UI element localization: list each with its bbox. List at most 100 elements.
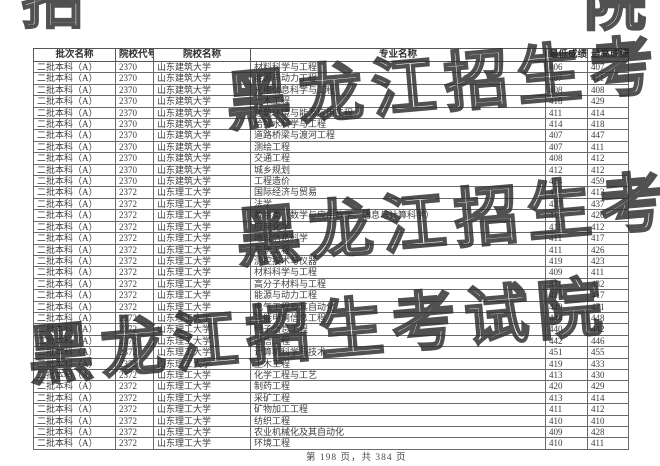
major-name-cell: 应用化学 [250, 220, 546, 234]
max-score-cell: 412 [587, 152, 629, 165]
school-name-cell: 山东理工大学 [153, 289, 251, 302]
max-score-cell: 459 [587, 175, 629, 188]
batch-name-cell: 二批本科（A） [33, 414, 116, 428]
max-score-cell: 428 [587, 425, 629, 439]
school-name-cell: 山东理工大学 [153, 346, 251, 359]
max-score-cell: 448 [587, 311, 629, 325]
school-code-cell: 2372 [115, 197, 154, 211]
max-score-cell: 417 [587, 232, 629, 245]
major-name-cell: 材料科学与工程 [250, 60, 546, 74]
batch-name-cell: 二批本科（A） [33, 243, 116, 256]
school-code-cell: 2372 [115, 323, 154, 336]
table-row: 二批本科（A） 2372 山东理工大学 测控技术与仪器 419 423 [33, 254, 629, 268]
batch-name-cell: 二批本科（A） [33, 72, 116, 85]
min-score-cell: 420 [545, 380, 588, 393]
max-score-cell: 413 [587, 186, 629, 199]
major-name-cell: 法学 [250, 197, 546, 211]
major-name-cell: 智能电网信息工程 [250, 311, 546, 325]
table-row: 二批本科（A） 2372 山东理工大学 通信工程 442 446 [33, 334, 629, 348]
min-score-cell: 408 [545, 152, 588, 165]
min-score-cell: 408 [545, 83, 588, 97]
major-name-cell: 制药工程 [250, 380, 546, 393]
batch-name-cell: 二批本科（A） [33, 346, 116, 359]
batch-name-cell: 二批本科（A） [33, 391, 116, 405]
school-name-cell: 山东建筑大学 [153, 83, 251, 97]
school-name-cell: 山东理工大学 [153, 277, 251, 291]
max-score-cell: 408 [587, 83, 629, 97]
school-code-cell: 2370 [115, 60, 154, 74]
table-row: 二批本科（A） 2372 山东理工大学 矿物加工工程 411 412 [33, 403, 629, 416]
min-score-cell: 410 [545, 437, 588, 450]
batch-name-cell: 二批本科（A） [33, 209, 116, 222]
max-score-cell: 471 [587, 300, 629, 313]
max-score-cell: 429 [587, 380, 629, 393]
batch-name-cell: 二批本科（A） [33, 357, 116, 370]
table-row: 二批本科（A） 2372 山东理工大学 化学工程与工艺 413 430 [33, 368, 629, 382]
school-code-cell: 2372 [115, 232, 154, 245]
page-number-indicator: 第 198 页，共 384 页 [306, 453, 407, 463]
max-score-cell: 446 [587, 334, 629, 348]
max-score-cell: 442 [587, 323, 629, 336]
table-row: 二批本科（A） 2372 山东理工大学 能源与动力工程 415 417 [33, 289, 629, 302]
watermark-partial-right: 院 [583, 0, 656, 40]
major-name-cell: 化学工程与工艺 [250, 368, 546, 382]
school-name-cell: 山东理工大学 [153, 311, 251, 325]
batch-name-cell: 二批本科（A） [33, 163, 116, 177]
school-code-cell: 2370 [115, 72, 154, 85]
batch-name-cell: 二批本科（A） [33, 152, 116, 165]
table-row: 二批本科（A） 2372 山东理工大学 车辆工程 411 426 [33, 243, 629, 256]
min-score-cell: 411 [545, 277, 588, 291]
school-name-cell: 山东理工大学 [153, 437, 251, 450]
school-code-cell: 2372 [115, 403, 154, 416]
table-row: 二批本科（A） 2370 山东建筑大学 交通工程 408 412 [33, 152, 629, 165]
school-code-cell: 2372 [115, 300, 154, 313]
school-name-cell: 山东理工大学 [153, 220, 251, 234]
min-score-cell: 412 [545, 163, 588, 177]
batch-name-cell: 二批本科（A） [33, 106, 116, 120]
table-row: 二批本科（A） 2372 山东理工大学 纺织工程 410 410 [33, 414, 629, 428]
school-code-cell: 2370 [115, 118, 154, 131]
max-score-cell: 411 [587, 72, 629, 85]
min-score-cell: 449 [545, 300, 588, 313]
school-name-cell: 山东理工大学 [153, 380, 251, 393]
max-score-cell: 423 [587, 254, 629, 268]
table-header: 批次名称 院校代号 院校名称 专业名称 最低成绩 最高成绩 [33, 48, 629, 62]
school-code-cell: 2372 [115, 334, 154, 348]
table-row: 二批本科（A） 2372 山东理工大学 土木工程 419 433 [33, 357, 629, 370]
school-code-cell: 2372 [115, 220, 154, 234]
table-row: 二批本科（A） 2372 山东理工大学 计算机科学与技术 451 455 [33, 346, 629, 359]
max-score-cell: 411 [587, 140, 629, 154]
max-score-cell: 426 [587, 243, 629, 256]
school-name-cell: 山东理工大学 [153, 368, 251, 382]
major-name-cell: 能源与动力工程 [250, 72, 546, 85]
max-score-cell: 437 [587, 197, 629, 211]
table-row: 二批本科（A） 2372 山东理工大学 材料科学与工程 409 411 [33, 266, 629, 279]
major-name-cell: 测控技术与仪器 [250, 254, 546, 268]
major-name-cell: 测绘工程 [250, 140, 546, 154]
major-name-cell: 交通工程 [250, 152, 546, 165]
major-name-cell: 采矿工程 [250, 391, 546, 405]
max-score-cell: 455 [587, 346, 629, 359]
school-code-cell: 2372 [115, 368, 154, 382]
school-name-cell: 山东建筑大学 [153, 140, 251, 154]
table-row: 二批本科（A） 2370 山东建筑大学 测绘工程 407 411 [33, 140, 629, 154]
max-score-cell: 417 [587, 289, 629, 302]
col-header-batch-name: 批次名称 [33, 48, 116, 62]
major-name-cell: 矿物加工工程 [250, 403, 546, 416]
col-header-max-score: 最高成绩 [587, 48, 629, 62]
batch-name-cell: 二批本科（A） [33, 266, 116, 279]
table-row: 二批本科（A） 2372 山东理工大学 采矿工程 413 414 [33, 391, 629, 405]
min-score-cell: 444 [545, 311, 588, 325]
table-row: 二批本科（A） 2370 山东建筑大学 建筑环境与能源应用工程 411 414 [33, 106, 629, 120]
school-name-cell: 山东建筑大学 [153, 106, 251, 120]
school-code-cell: 2370 [115, 83, 154, 97]
batch-name-cell: 二批本科（A） [33, 323, 116, 336]
min-score-cell: 414 [545, 175, 588, 188]
table-row: 二批本科（A） 2370 山东建筑大学 道路桥梁与渡河工程 407 447 [33, 129, 629, 142]
major-name-cell: 材料科学与工程 [250, 266, 546, 279]
table-row: 二批本科（A） 2372 山东理工大学 数学类（数学与应用数学、信息与计算科学）… [33, 209, 629, 222]
col-header-school-code: 院校代号 [115, 48, 154, 62]
batch-name-cell: 二批本科（A） [33, 425, 116, 439]
school-name-cell: 山东理工大学 [153, 209, 251, 222]
min-score-cell: 409 [545, 266, 588, 279]
